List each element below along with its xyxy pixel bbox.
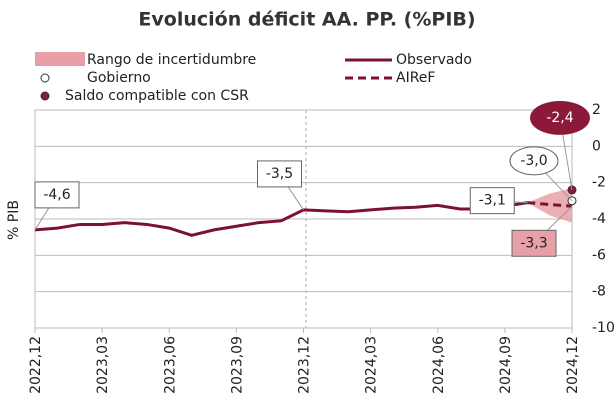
legend-label: AIReF: [396, 70, 435, 86]
label-box: [34, 181, 80, 209]
y-tick-label: -10: [592, 320, 615, 336]
x-tick-label: 2023,09: [229, 336, 245, 394]
x-tick-label: 2024,06: [431, 336, 447, 394]
label-box: [469, 187, 515, 215]
legend-label: Observado: [396, 52, 472, 68]
x-tick-label: 2024,03: [364, 336, 380, 394]
x-tick-label: 2023,03: [95, 336, 111, 394]
legend-label: Rango de incertidumbre: [87, 52, 256, 68]
label-box: [257, 160, 302, 188]
label-box: [509, 146, 559, 176]
data-label: -3,5: [266, 166, 293, 182]
y-tick-label: -8: [592, 284, 606, 300]
legend-label: Saldo compatible con CSR: [65, 88, 249, 104]
data-label: -4,6: [43, 187, 70, 203]
line-series: [527, 201, 573, 208]
x-tick-label: 2023,06: [162, 336, 178, 394]
legend-marker: [40, 91, 50, 101]
y-tick-label: 2: [592, 102, 601, 118]
label-box: [511, 229, 557, 257]
chart-title: Evolución déficit AA. PP. (%PIB): [138, 9, 475, 31]
x-tick-label: 2024,09: [498, 336, 514, 394]
legend-marker: [40, 73, 50, 83]
data-label: -3,1: [479, 193, 506, 209]
x-tick-label: 2023,12: [297, 336, 313, 394]
line-series: [34, 201, 528, 237]
x-tick-label: 2022,12: [28, 336, 44, 394]
label-box: [530, 100, 590, 135]
x-tick-label: 2024,12: [565, 336, 581, 394]
data-label: -2,4: [546, 110, 573, 126]
data-label: -3,3: [520, 235, 547, 251]
y-tick-label: -4: [592, 211, 606, 227]
data-label: -3,0: [520, 153, 547, 169]
y-tick-label: 0: [592, 138, 601, 154]
legend-label: Gobierno: [87, 70, 151, 86]
y-tick-label: -2: [592, 175, 606, 191]
y-tick-label: -6: [592, 247, 606, 263]
uncertainty-band: [527, 188, 572, 223]
legend-swatch: [35, 52, 85, 66]
y-axis-label: % PIB: [6, 200, 22, 240]
